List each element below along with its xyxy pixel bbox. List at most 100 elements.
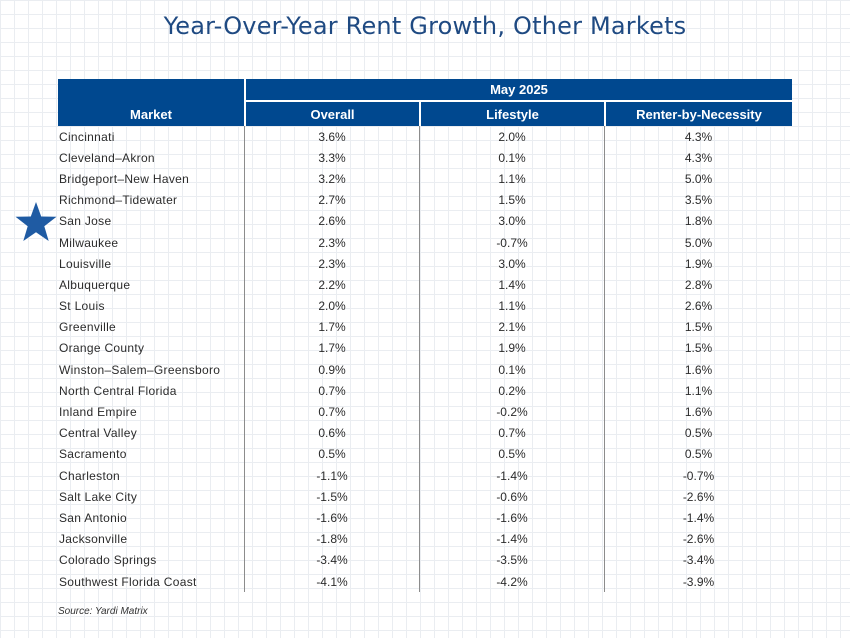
source-note: Source: Yardi Matrix (58, 606, 148, 617)
market-cell: Sacramento (59, 447, 127, 462)
market-cell: Richmond–Tidewater (59, 193, 178, 208)
lifestyle-cell: 0.1% (419, 147, 604, 169)
lifestyle-cell: -0.7% (419, 231, 604, 254)
renter-by-necessity-cell: 1.1% (604, 380, 792, 402)
lifestyle-cell: -0.2% (419, 401, 604, 423)
table-body: Cincinnati 3.6% 2.0% 4.3% Cleveland–Akron 3.3… (58, 126, 792, 593)
overall-cell: 2.7% (244, 189, 419, 211)
table-row: Richmond–Tidewater 2.7% 1.5% 3.5% (58, 189, 792, 211)
market-cell: Colorado Springs (59, 553, 157, 568)
lifestyle-cell: -0.6% (419, 486, 604, 508)
renter-by-necessity-cell: 3.5% (604, 189, 792, 211)
market-cell: Cincinnati (59, 129, 115, 144)
table-row: Albuquerque 2.2% 1.4% 2.8% (58, 274, 792, 296)
market-cell: North Central Florida (59, 383, 177, 398)
overall-cell: 2.2% (244, 274, 419, 296)
table-header-row-columns: Market Overall Lifestyle Renter-by-Neces… (58, 102, 792, 126)
star-icon (14, 201, 58, 243)
lifestyle-cell: 2.0% (419, 126, 604, 148)
renter-by-necessity-cell: 2.6% (604, 295, 792, 317)
market-cell: Charleston (59, 468, 121, 483)
renter-by-necessity-cell: -2.6% (604, 528, 792, 550)
market-cell: Bridgeport–New Haven (59, 171, 190, 186)
market-cell: Jacksonville (59, 532, 128, 547)
table-row: Jacksonville -1.8% -1.4% -2.6% (58, 528, 792, 550)
overall-cell: 0.5% (244, 443, 419, 465)
overall-cell: -1.5% (244, 486, 419, 508)
lifestyle-cell: 1.1% (419, 168, 604, 190)
renter-by-necessity-cell: 1.8% (604, 210, 792, 232)
table-row: San Antonio -1.6% -1.6% -1.4% (58, 507, 792, 529)
overall-cell: -1.8% (244, 528, 419, 550)
market-cell: Milwaukee (59, 235, 119, 250)
table-row: Cleveland–Akron 3.3% 0.1% 4.3% (58, 147, 792, 169)
lifestyle-cell: 3.0% (419, 253, 604, 275)
renter-by-necessity-cell: 4.3% (604, 126, 792, 148)
renter-by-necessity-cell: 1.6% (604, 401, 792, 423)
market-cell: Winston–Salem–Greensboro (59, 362, 221, 377)
rent-growth-table: May 2025 Market Overall Lifestyle Renter… (58, 79, 792, 593)
table-row: Central Valley 0.6% 0.7% 0.5% (58, 422, 792, 444)
overall-cell: 2.3% (244, 253, 419, 275)
lifestyle-cell: 3.0% (419, 210, 604, 232)
overall-cell: 1.7% (244, 316, 419, 338)
table-row: St Louis 2.0% 1.1% 2.6% (58, 295, 792, 317)
lifestyle-cell: 2.1% (419, 316, 604, 338)
lifestyle-cell: 1.4% (419, 274, 604, 296)
overall-cell: 2.0% (244, 295, 419, 317)
lifestyle-cell: 0.7% (419, 422, 604, 444)
lifestyle-cell: -4.2% (419, 570, 604, 593)
period-header: May 2025 (244, 79, 792, 102)
renter-by-necessity-cell: 5.0% (604, 168, 792, 190)
table-row: Greenville 1.7% 2.1% 1.5% (58, 316, 792, 338)
market-cell: San Jose (59, 214, 112, 229)
overall-cell: 0.7% (244, 401, 419, 423)
renter-by-necessity-cell: 1.6% (604, 359, 792, 381)
table-row: North Central Florida 0.7% 0.2% 1.1% (58, 380, 792, 402)
renter-by-necessity-cell: 0.5% (604, 443, 792, 465)
market-cell: Orange County (59, 341, 145, 356)
renter-by-necessity-cell: -3.9% (604, 570, 792, 593)
table-row: Louisville 2.3% 3.0% 1.9% (58, 253, 792, 275)
column-header-market: Market (58, 102, 244, 126)
renter-by-necessity-cell: -0.7% (604, 465, 792, 487)
overall-cell: 3.2% (244, 168, 419, 190)
renter-by-necessity-cell: 1.5% (604, 337, 792, 360)
market-cell: Inland Empire (59, 405, 137, 420)
overall-cell: -1.1% (244, 465, 419, 487)
renter-by-necessity-cell: 4.3% (604, 147, 792, 169)
table-row: Inland Empire 0.7% -0.2% 1.6% (58, 401, 792, 423)
market-cell: St Louis (59, 299, 105, 314)
table-row: Charleston -1.1% -1.4% -0.7% (58, 465, 792, 487)
column-header-overall: Overall (244, 102, 419, 126)
overall-cell: -4.1% (244, 570, 419, 593)
lifestyle-cell: -3.5% (419, 549, 604, 571)
market-cell: Southwest Florida Coast (59, 574, 197, 589)
overall-cell: 3.3% (244, 147, 419, 169)
table-header-row-period: May 2025 (58, 79, 792, 102)
overall-cell: 0.6% (244, 422, 419, 444)
overall-cell: -1.6% (244, 507, 419, 529)
table-row: Cincinnati 3.6% 2.0% 4.3% (58, 126, 792, 148)
renter-by-necessity-cell: 1.5% (604, 316, 792, 338)
table-row: Bridgeport–New Haven 3.2% 1.1% 5.0% (58, 168, 792, 190)
overall-cell: 3.6% (244, 126, 419, 148)
table-row: Winston–Salem–Greensboro 0.9% 0.1% 1.6% (58, 359, 792, 381)
table-row: Colorado Springs -3.4% -3.5% -3.4% (58, 549, 792, 571)
market-cell: Central Valley (59, 426, 138, 441)
renter-by-necessity-cell: 5.0% (604, 231, 792, 254)
table-row: Southwest Florida Coast -4.1% -4.2% -3.9% (58, 570, 792, 593)
renter-by-necessity-cell: -2.6% (604, 486, 792, 508)
market-cell: Salt Lake City (59, 489, 138, 504)
market-cell: Albuquerque (59, 277, 131, 292)
lifestyle-cell: -1.6% (419, 507, 604, 529)
lifestyle-cell: 1.1% (419, 295, 604, 317)
column-header-lifestyle: Lifestyle (419, 102, 604, 126)
table-row: Orange County 1.7% 1.9% 1.5% (58, 337, 792, 360)
overall-cell: 0.9% (244, 359, 419, 381)
market-cell: Greenville (59, 320, 117, 335)
table-row: Milwaukee 2.3% -0.7% 5.0% (58, 231, 792, 254)
renter-by-necessity-cell: 0.5% (604, 422, 792, 444)
lifestyle-cell: 1.5% (419, 189, 604, 211)
column-header-renter-by-necessity: Renter-by-Necessity (604, 102, 792, 126)
